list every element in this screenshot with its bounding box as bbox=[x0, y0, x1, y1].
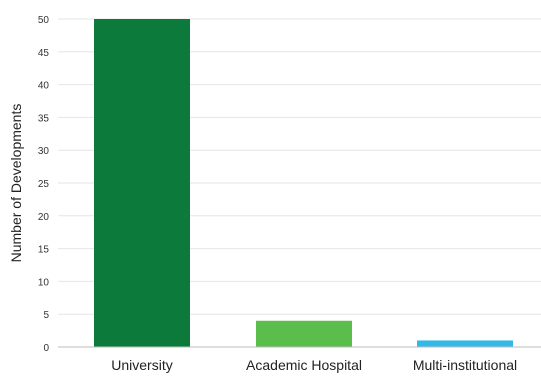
y-tick-label: 10 bbox=[38, 277, 50, 288]
y-tick-label: 25 bbox=[38, 179, 50, 190]
bar-university bbox=[94, 19, 190, 347]
y-tick-label: 50 bbox=[38, 15, 50, 26]
bar-academic-hospital bbox=[256, 320, 352, 347]
x-tick-label: Multi-institutional bbox=[413, 357, 517, 373]
y-tick-label: 5 bbox=[43, 310, 49, 321]
y-tick-label: 20 bbox=[38, 212, 50, 223]
y-tick-label: 0 bbox=[43, 343, 49, 354]
bars bbox=[94, 19, 513, 347]
x-tick-label: Academic Hospital bbox=[246, 357, 362, 373]
x-axis-ticks: University Academic Hospital Multi-institu… bbox=[111, 357, 517, 373]
bar-multi-institutional bbox=[417, 340, 513, 347]
y-axis-label: Number of Developments bbox=[8, 104, 24, 263]
x-tick-label: University bbox=[111, 357, 172, 373]
y-tick-label: 45 bbox=[38, 48, 50, 59]
y-tick-label: 35 bbox=[38, 113, 50, 124]
y-tick-label: 40 bbox=[38, 81, 50, 92]
y-tick-label: 15 bbox=[38, 245, 50, 256]
y-axis-ticks: 0 5 10 15 20 25 30 35 40 45 50 bbox=[38, 15, 50, 354]
y-tick-label: 30 bbox=[38, 146, 50, 157]
